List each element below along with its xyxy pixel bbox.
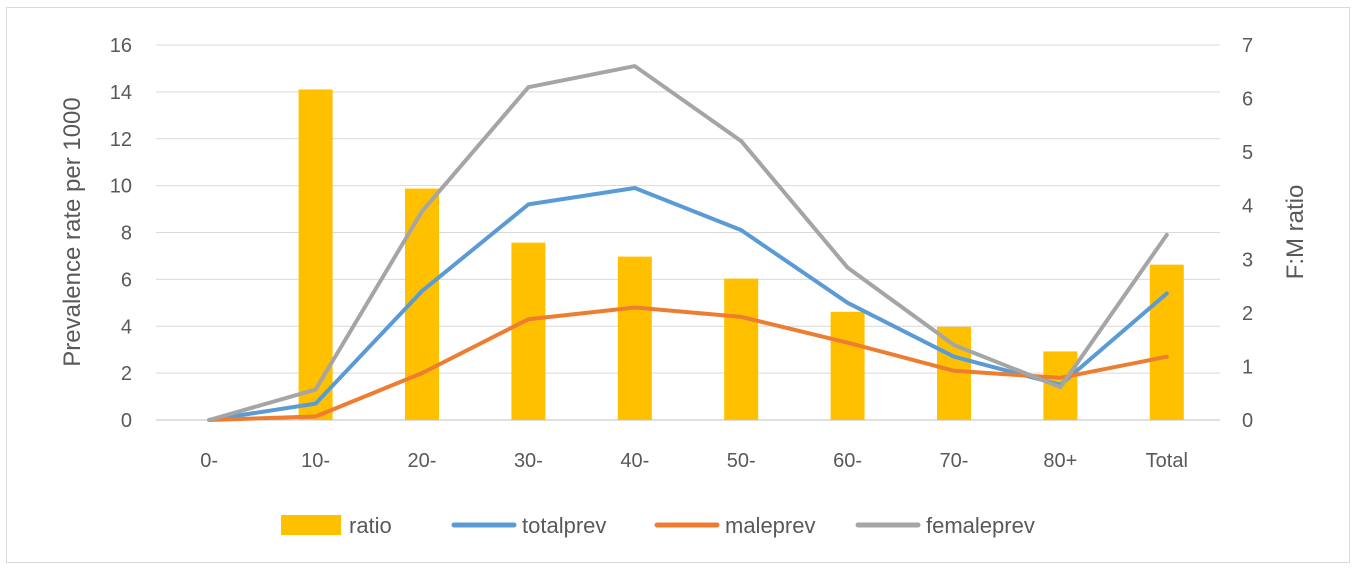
- x-tick-label: 20-: [408, 450, 437, 472]
- prevalence-lines: [207, 64, 1169, 422]
- ratio-bar: [617, 256, 652, 420]
- ratio-bar: [830, 311, 865, 420]
- x-tick-label: 80+: [1043, 450, 1077, 472]
- legend-swatch-ratio: [281, 515, 341, 535]
- right-tick-label: 7: [1242, 35, 1253, 57]
- legend-label-femaleprev: femaleprev: [926, 513, 1035, 538]
- x-tick-label: 70-: [940, 450, 969, 472]
- x-tick-label: 0-: [200, 450, 218, 472]
- x-tick-label: 40-: [620, 450, 649, 472]
- left-tick-label: 4: [121, 316, 132, 338]
- gridlines: [156, 44, 1220, 421]
- left-tick-label: 6: [121, 269, 132, 291]
- left-axis-title: Prevalence rate per 1000: [59, 97, 86, 367]
- right-tick-label: 0: [1242, 410, 1253, 432]
- ratio-bar: [724, 278, 759, 420]
- right-tick-label: 4: [1242, 196, 1253, 218]
- left-tick-label: 8: [121, 223, 132, 245]
- right-tick-label: 3: [1242, 249, 1253, 271]
- left-tick-label: 0: [121, 410, 132, 432]
- legend: ratio totalprev maleprev femaleprev: [281, 513, 1035, 538]
- legend-label-totalprev: totalprev: [522, 513, 606, 538]
- totalprev-line: [207, 185, 1169, 422]
- left-tick-label: 16: [110, 35, 132, 57]
- right-tick-label: 6: [1242, 89, 1253, 111]
- ratio-bar: [298, 89, 333, 420]
- ratio-bar: [511, 242, 546, 420]
- femaleprev-line: [207, 64, 1169, 422]
- ratio-bar: [1149, 264, 1184, 420]
- chart-frame: [6, 7, 1350, 563]
- x-axis-ticks: 0- 10- 20- 30- 40- 50- 60- 70- 80+ Total: [200, 450, 1188, 472]
- x-tick-label: 50-: [727, 450, 756, 472]
- left-tick-label: 2: [121, 363, 132, 385]
- left-tick-label: 14: [110, 82, 132, 104]
- right-tick-label: 2: [1242, 303, 1253, 325]
- left-tick-label: 12: [110, 129, 132, 151]
- legend-label-maleprev: maleprev: [725, 513, 815, 538]
- left-axis-ticks: 0 2 4 6 8 10 12 14 16: [110, 35, 132, 432]
- left-tick-label: 10: [110, 176, 132, 198]
- right-axis-title: F:M ratio: [1282, 185, 1309, 280]
- right-axis-ticks: 0 1 2 3 4 5 6 7: [1242, 35, 1253, 432]
- x-tick-label: 10-: [301, 450, 330, 472]
- maleprev-line: [207, 305, 1169, 422]
- x-tick-label: 30-: [514, 450, 543, 472]
- x-tick-label: 60-: [833, 450, 862, 472]
- right-tick-label: 1: [1242, 356, 1253, 378]
- x-tick-label: Total: [1146, 450, 1188, 472]
- ratio-bars: [298, 89, 1184, 420]
- legend-label-ratio: ratio: [349, 513, 392, 538]
- right-tick-label: 5: [1242, 142, 1253, 164]
